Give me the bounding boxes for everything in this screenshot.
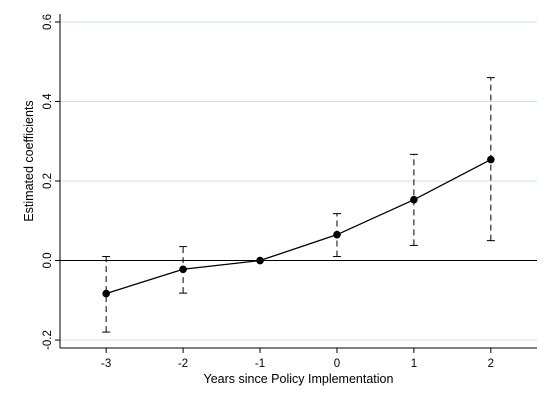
data-point-2 [256,256,264,265]
y-tick-label-4: 0.6 [42,14,54,30]
data-point-5 [487,155,495,164]
x-tick-label-0: -3 [101,358,111,370]
series-line [105,158,492,295]
x-tick-label-1: -2 [178,358,188,370]
x-tick-label-5: 2 [488,358,494,370]
series-line-layer [105,158,492,295]
data-point-4 [410,195,418,204]
confidence-intervals [102,77,495,333]
y-tick-label-1: 0.0 [42,253,54,269]
x-tick-label-2: -1 [255,358,265,370]
data-point-1 [179,265,187,274]
gridlines [60,21,537,341]
y-tick-label-3: 0.4 [42,93,54,110]
axes [55,14,537,353]
y-tick-label-2: 0.2 [42,173,54,189]
data-point-0 [102,289,110,298]
points [102,155,495,298]
tick-labels: -0.2 0.0 0.2 0.4 0.6 -3 -2 -1 0 1 2 [42,14,494,370]
y-tick-label-0: -0.2 [42,330,54,350]
data-point-3 [333,230,341,239]
y-axis-title: Estimated coefficients [22,100,36,221]
x-tick-label-4: 1 [411,358,417,370]
x-tick-label-3: 0 [334,358,340,370]
x-axis-title: Years since Policy Implementation [204,372,394,386]
